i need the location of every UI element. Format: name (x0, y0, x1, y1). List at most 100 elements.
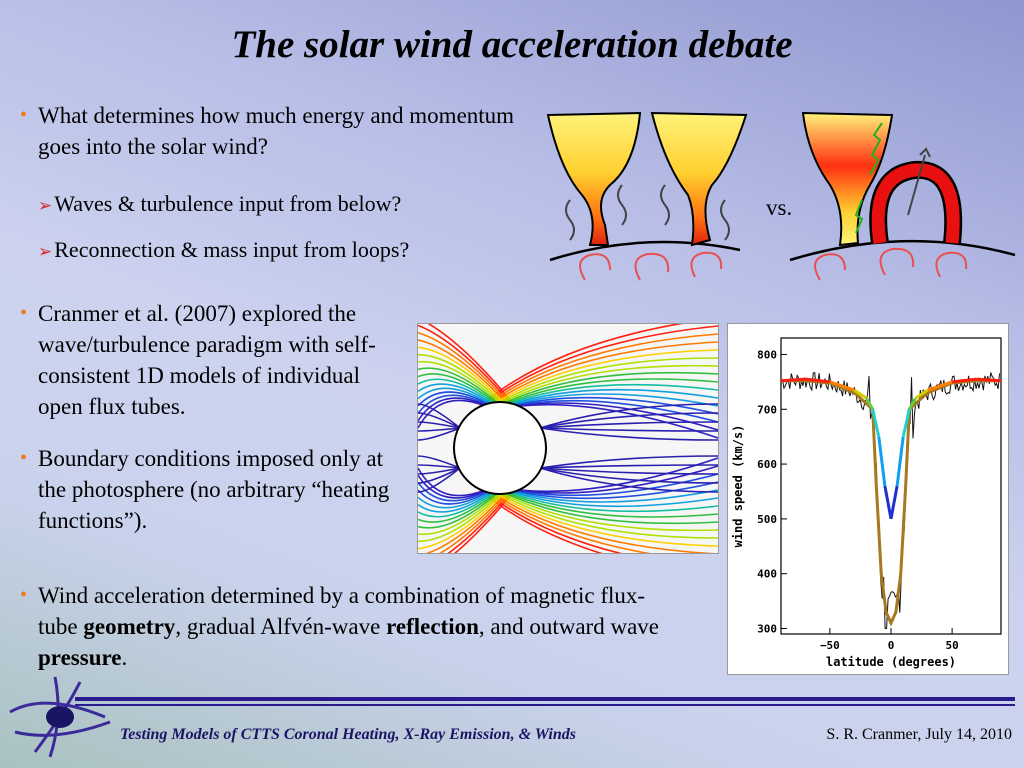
model-segment (889, 485, 899, 520)
field-line (418, 383, 496, 407)
field-line (495, 364, 718, 407)
x-tick-label: −50 (820, 639, 840, 652)
closed-field-line (418, 421, 461, 429)
closed-field-line (418, 467, 461, 484)
field-line (418, 399, 486, 429)
sub-bullet-reconnection-text: Reconnection & mass input from loops? (54, 237, 410, 262)
wave-arrow-icon (565, 199, 575, 241)
model-segment (976, 377, 1002, 383)
bullet-cranmer: • Cranmer et al. (2007) explored the wav… (20, 298, 398, 422)
model-segment (914, 388, 929, 400)
y-tick-label: 500 (757, 513, 777, 526)
wave-arrow-icon (660, 184, 670, 226)
closed-field-line (539, 467, 718, 493)
convection-loop-icon (879, 247, 915, 276)
wave-arrow-icon (617, 184, 627, 226)
x-tick-label: 50 (945, 639, 958, 652)
field-line (418, 339, 510, 407)
field-line (418, 378, 498, 407)
convection-loop-icon (690, 251, 723, 278)
field-line (418, 391, 492, 407)
field-line (439, 489, 512, 553)
reconnection-jet-icon (854, 199, 864, 234)
field-line (418, 353, 506, 407)
b4-pressure: pressure (38, 645, 122, 670)
versus-label: vs. (766, 195, 793, 220)
model-segment (829, 380, 855, 392)
bullet-dot-icon: • (20, 104, 28, 126)
field-line (509, 393, 718, 407)
field-line (418, 387, 494, 407)
slide-title: The solar wind acceleration debate (231, 23, 793, 66)
bullet-dot-icon: • (20, 302, 28, 324)
cranmer-logo-icon (9, 676, 111, 758)
field-line (514, 473, 718, 497)
magnetic-loop (871, 163, 960, 244)
closed-field-line (539, 403, 718, 429)
closed-field-line (418, 427, 461, 441)
field-line (511, 396, 718, 415)
sub-bullet-reconnection: ➢Reconnection & mass input from loops? (38, 236, 409, 266)
closed-field-line (418, 403, 461, 429)
closed-field-line (418, 427, 461, 432)
flux-tube-3 (801, 111, 894, 247)
field-line (498, 371, 718, 407)
x-tick-label: 0 (888, 639, 895, 652)
closed-field-line (539, 427, 718, 441)
field-line (418, 489, 494, 509)
b4-text-a: Wind acceleration determined by a combin… (38, 583, 646, 639)
closed-field-line (539, 467, 718, 484)
closed-field-line (418, 467, 461, 475)
field-line (418, 489, 502, 529)
bullet-question-text: What determines how much energy and mome… (38, 103, 515, 159)
model-segment (901, 408, 911, 437)
flux-tube-diagram (546, 111, 1016, 281)
field-line (503, 383, 718, 407)
convection-loop-icon (935, 251, 968, 278)
footer-talk-title: Testing Models of CTTS Coronal Heating, … (120, 726, 576, 743)
field-line (418, 467, 486, 497)
model-segment (895, 436, 905, 487)
field-line (509, 489, 718, 503)
model-segment (927, 380, 953, 392)
arrow-icon: ➢ (38, 196, 53, 215)
x-axis-label: latitude (degrees) (826, 655, 956, 669)
model-segment (951, 377, 977, 384)
bullet-wind-acceleration: • Wind acceleration determined by a comb… (20, 580, 678, 673)
bullet-dot-icon: • (20, 447, 28, 469)
observed-series (780, 371, 1001, 630)
bullet-boundary: • Boundary conditions imposed only at th… (20, 443, 398, 536)
field-line (418, 346, 508, 407)
field-line (492, 357, 718, 407)
field-line (418, 360, 504, 407)
footer-author-date: S. R. Cranmer, July 14, 2010 (826, 726, 1012, 743)
field-line (418, 394, 490, 414)
b4-geometry: geometry (83, 614, 176, 639)
field-line-diagram (417, 323, 719, 554)
field-line (492, 489, 718, 539)
field-line (519, 457, 718, 493)
field-line (490, 349, 718, 407)
footer-rule-thin (75, 704, 1015, 706)
closed-field-line (539, 421, 718, 429)
closed-field-line (418, 455, 461, 469)
field-line (501, 489, 718, 518)
model-series (781, 379, 1001, 627)
bullet-cranmer-text: Cranmer et al. (2007) explored the wave/… (38, 301, 376, 419)
arrow-icon: ➢ (38, 242, 53, 261)
field-line (503, 489, 718, 513)
y-tick-label: 300 (757, 623, 777, 636)
field-line (418, 489, 504, 536)
closed-field-line (539, 455, 718, 469)
model-segment (865, 397, 874, 410)
y-tick-label: 600 (757, 458, 777, 471)
field-line (501, 378, 718, 407)
closed-field-line (418, 412, 461, 429)
field-line (487, 489, 715, 553)
reconnection-jet-icon (869, 122, 883, 176)
sun-disk (453, 401, 547, 495)
field-line (498, 489, 718, 525)
closed-field-line (418, 467, 461, 493)
model-segment (908, 397, 917, 410)
bullet-question: • What determines how much energy and mo… (20, 100, 528, 162)
